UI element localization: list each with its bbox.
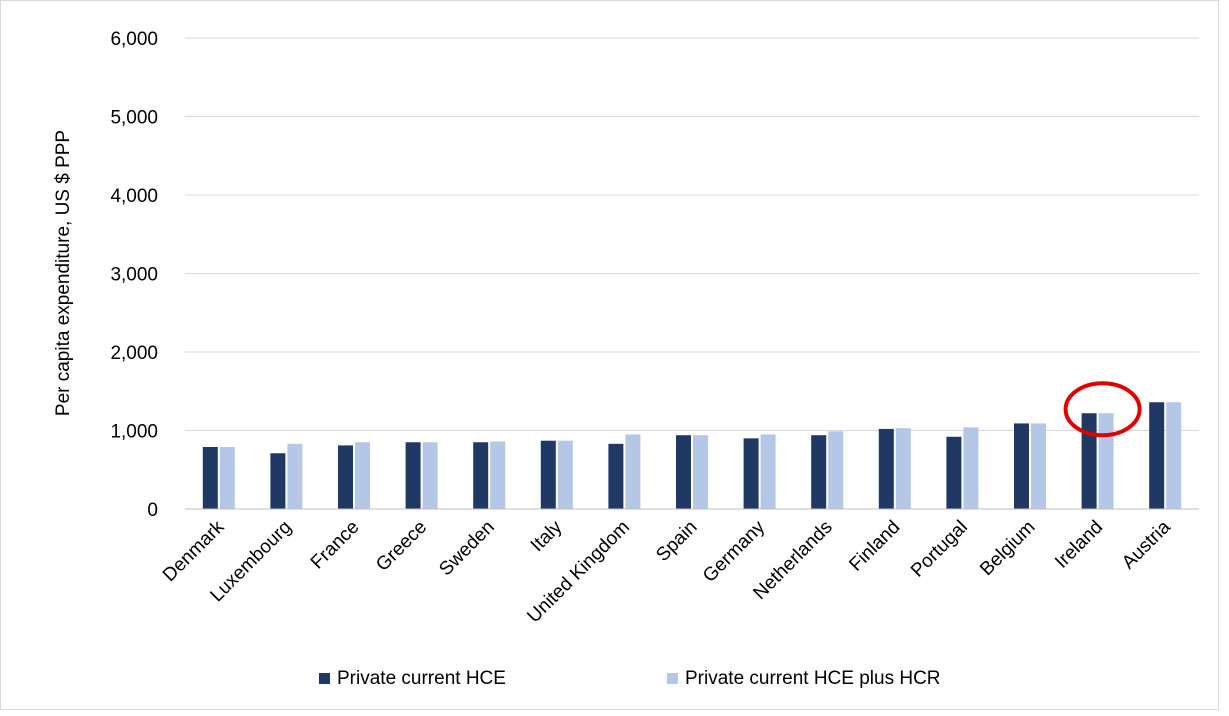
legend-swatch <box>667 673 678 684</box>
bar-private-hce-plus-hcr <box>1166 402 1182 509</box>
y-tick-label: 0 <box>147 500 158 521</box>
bars <box>202 402 1182 509</box>
bar-private-hce <box>1014 423 1029 509</box>
bar-private-hce <box>338 445 353 509</box>
bar-private-hce <box>608 443 624 509</box>
bar-private-hce-plus-hcr <box>828 431 844 509</box>
legend-label: Private current HCE <box>337 668 506 689</box>
bar-private-hce-plus-hcr <box>287 443 303 509</box>
bar-private-hce <box>743 438 759 509</box>
y-axis-label: Per capita expenditure, US $ PPP <box>53 130 74 416</box>
bar-private-hce <box>1081 413 1097 509</box>
legend-label: Private current HCE plus HCR <box>685 668 941 689</box>
legend: Private current HCE Private current HCE p… <box>319 668 941 689</box>
y-tick-label: 2,000 <box>110 343 158 364</box>
bar-private-hce <box>811 435 827 509</box>
bar-private-hce-plus-hcr <box>422 442 438 509</box>
x-tick-label: Sweden <box>435 517 498 580</box>
x-tick-label: Spain <box>652 517 701 566</box>
bar-private-hce <box>202 446 218 509</box>
bar-private-hce-plus-hcr <box>895 428 911 509</box>
gridlines <box>185 37 1199 431</box>
y-tick-label: 1,000 <box>110 422 158 443</box>
x-tick-label: Germany <box>699 516 769 586</box>
legend-swatch <box>319 673 330 684</box>
x-tick-label: Italy <box>527 516 567 556</box>
bar-private-hce-plus-hcr <box>625 434 641 509</box>
bar-private-hce <box>878 428 894 509</box>
bar-private-hce-plus-hcr <box>1098 413 1114 509</box>
bar-private-hce-plus-hcr <box>557 440 573 509</box>
highlight-ellipse <box>1063 381 1142 438</box>
bar-private-hce <box>270 453 286 509</box>
y-axis-tick-labels: 0 1,000 2,000 3,000 4,000 5,000 6,000 <box>110 29 158 521</box>
x-tick-label: Belgium <box>976 517 1039 580</box>
x-tick-label: Finland <box>845 517 904 576</box>
bar-private-hce-plus-hcr <box>760 434 776 509</box>
bar-private-hce <box>946 436 962 509</box>
y-tick-label: 6,000 <box>110 29 158 50</box>
bar-private-hce-plus-hcr <box>219 446 235 509</box>
x-tick-label: Denmark <box>159 516 229 586</box>
x-tick-label: Portugal <box>907 517 972 582</box>
y-tick-label: 3,000 <box>110 265 158 286</box>
bar-private-hce-plus-hcr <box>1031 423 1046 509</box>
bar-private-hce <box>1149 402 1165 509</box>
bar-private-hce-plus-hcr <box>355 442 370 509</box>
bar-private-hce <box>676 435 691 509</box>
y-tick-label: 5,000 <box>110 108 158 129</box>
x-tick-label: Greece <box>372 517 431 576</box>
bar-private-hce <box>473 442 489 509</box>
x-tick-label: Ireland <box>1051 517 1107 573</box>
bar-private-hce-plus-hcr <box>963 427 979 509</box>
bar-private-hce <box>405 442 421 509</box>
bar-private-hce-plus-hcr <box>693 435 708 509</box>
bar-private-hce <box>540 440 556 509</box>
x-tick-label: Austria <box>1118 516 1175 573</box>
x-tick-label: France <box>307 517 364 574</box>
bar-private-hce-plus-hcr <box>490 441 506 509</box>
y-tick-label: 4,000 <box>110 186 158 207</box>
